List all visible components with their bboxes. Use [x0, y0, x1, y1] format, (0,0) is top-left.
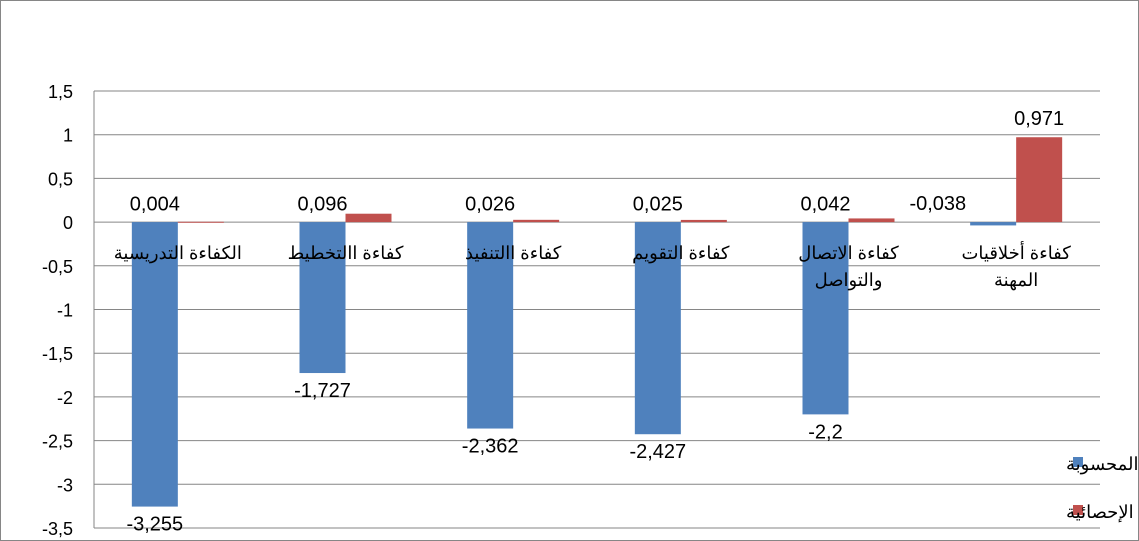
y-tick-label: -1,5 — [42, 344, 73, 364]
bar-significance — [680, 219, 727, 223]
data-label: 0,042 — [800, 194, 850, 216]
y-tick-label: -2,5 — [42, 432, 73, 452]
data-label: 0,026 — [465, 194, 515, 216]
y-tick-label: -0,5 — [42, 257, 73, 277]
category-labels: الكفاءة التدريسية كفاءة االتخطيط كفاءة اال… — [114, 241, 1072, 291]
category-label-line: والتواصل — [815, 270, 883, 291]
bar-significance — [177, 221, 224, 223]
bar-significance — [1016, 137, 1063, 223]
category-label-line: كفاءة الاتصال — [798, 243, 899, 263]
bar-significance — [513, 219, 560, 223]
category-label: كفاءة التقويم — [632, 243, 730, 264]
data-label: 0,096 — [297, 194, 347, 216]
legend-swatch — [1073, 505, 1083, 515]
data-label: -0,038 — [909, 193, 966, 215]
y-tick-label: 0,5 — [48, 169, 73, 189]
data-label: -3,255 — [126, 514, 183, 536]
y-tick-label: 1 — [63, 126, 73, 146]
category-label-line: كفاءة أخلاقيات — [961, 241, 1071, 263]
legend: ت المحسوبة الدلالة الإحصائية — [1066, 454, 1139, 523]
data-label: -2,2 — [808, 421, 842, 443]
data-label: 0,025 — [633, 194, 683, 216]
data-label: 0,004 — [130, 194, 180, 216]
category-label: كفاءة االتنفيذ — [465, 243, 562, 263]
y-tick-label: -3 — [57, 475, 73, 495]
category-label: كفاءة الاتصال والتواصل — [798, 243, 899, 291]
category-label-line: كفاءة االتنفيذ — [465, 243, 562, 263]
y-tick-label: -3,5 — [42, 519, 73, 539]
data-labels: -3,255 -1,727 -2,362 -2,427 -2,2 -0,038 0,004 0… — [126, 108, 1064, 535]
category-label: كفاءة االتخطيط — [288, 243, 404, 263]
y-tick-label: -2 — [57, 388, 73, 408]
bar-t-value — [467, 222, 514, 429]
legend-label: الدلالة الإحصائية — [1066, 502, 1139, 523]
data-label: -1,727 — [294, 380, 351, 402]
y-axis-tick-labels: 1,5 1 0,5 0 -0,5 -1 -1,5 -2 -2,5 -3 -3,5 — [42, 82, 73, 539]
bar-significance — [345, 213, 392, 223]
bars — [131, 137, 1063, 507]
category-label: الكفاءة التدريسية — [114, 243, 242, 264]
bar-t-value — [802, 222, 849, 415]
y-tick-label: -1 — [57, 301, 73, 321]
category-label-line: كفاءة االتخطيط — [288, 243, 404, 263]
y-tick-label: 0 — [63, 213, 73, 233]
legend-label: ت المحسوبة — [1066, 454, 1139, 475]
bar-t-value — [131, 222, 178, 507]
bar-t-value — [970, 222, 1017, 226]
legend-swatch — [1073, 457, 1083, 467]
y-tick-label: 1,5 — [48, 82, 73, 102]
bar-t-value — [299, 222, 346, 374]
category-label-line: الكفاءة التدريسية — [114, 243, 242, 264]
data-label: -2,427 — [629, 441, 686, 463]
data-label: 0,971 — [1014, 108, 1064, 130]
data-label: -2,362 — [462, 436, 519, 458]
category-label-line: كفاءة التقويم — [632, 243, 730, 264]
bar-significance — [848, 218, 895, 223]
gridlines — [93, 90, 1100, 529]
category-label-line: المهنة — [994, 270, 1038, 291]
category-label: كفاءة أخلاقيات المهنة — [961, 241, 1071, 291]
bar-t-value — [634, 222, 681, 435]
